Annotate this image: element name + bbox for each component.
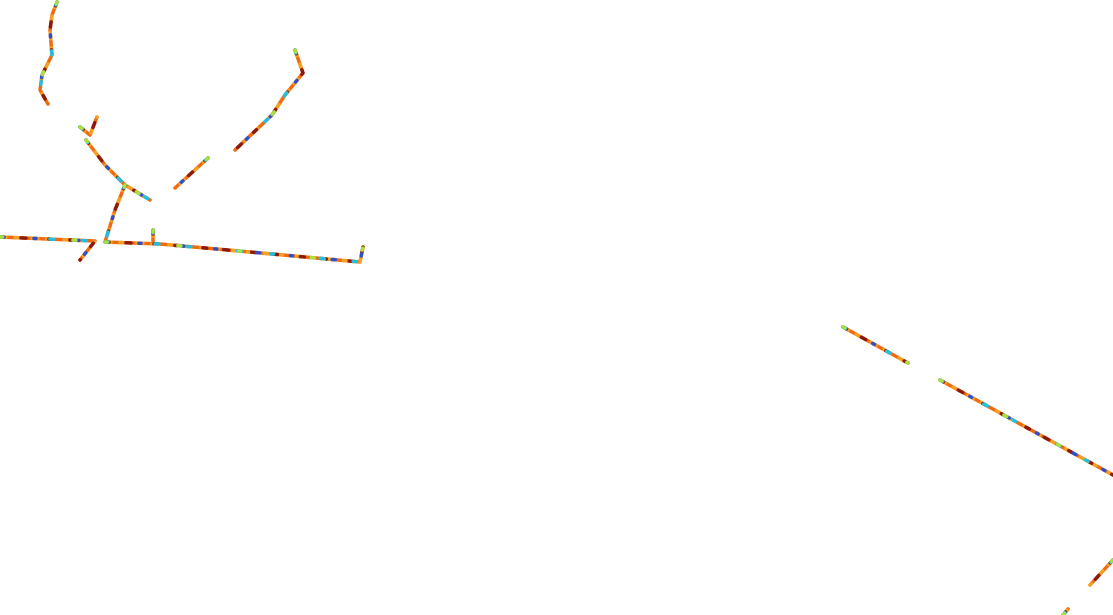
map-canvas [0, 0, 1113, 615]
map-view: (() => { const data = JSON.parse(documen… [0, 0, 1113, 615]
route-lines [0, 0, 1113, 615]
route-blue [0, 0, 1113, 615]
route-base [0, 0, 1113, 615]
route-amber [0, 0, 1113, 615]
route-dark [0, 0, 1113, 615]
route-green [0, 0, 1113, 615]
page: Route segments {} html, body { margin: 0… [0, 0, 1113, 615]
route-cyan [0, 0, 1113, 615]
